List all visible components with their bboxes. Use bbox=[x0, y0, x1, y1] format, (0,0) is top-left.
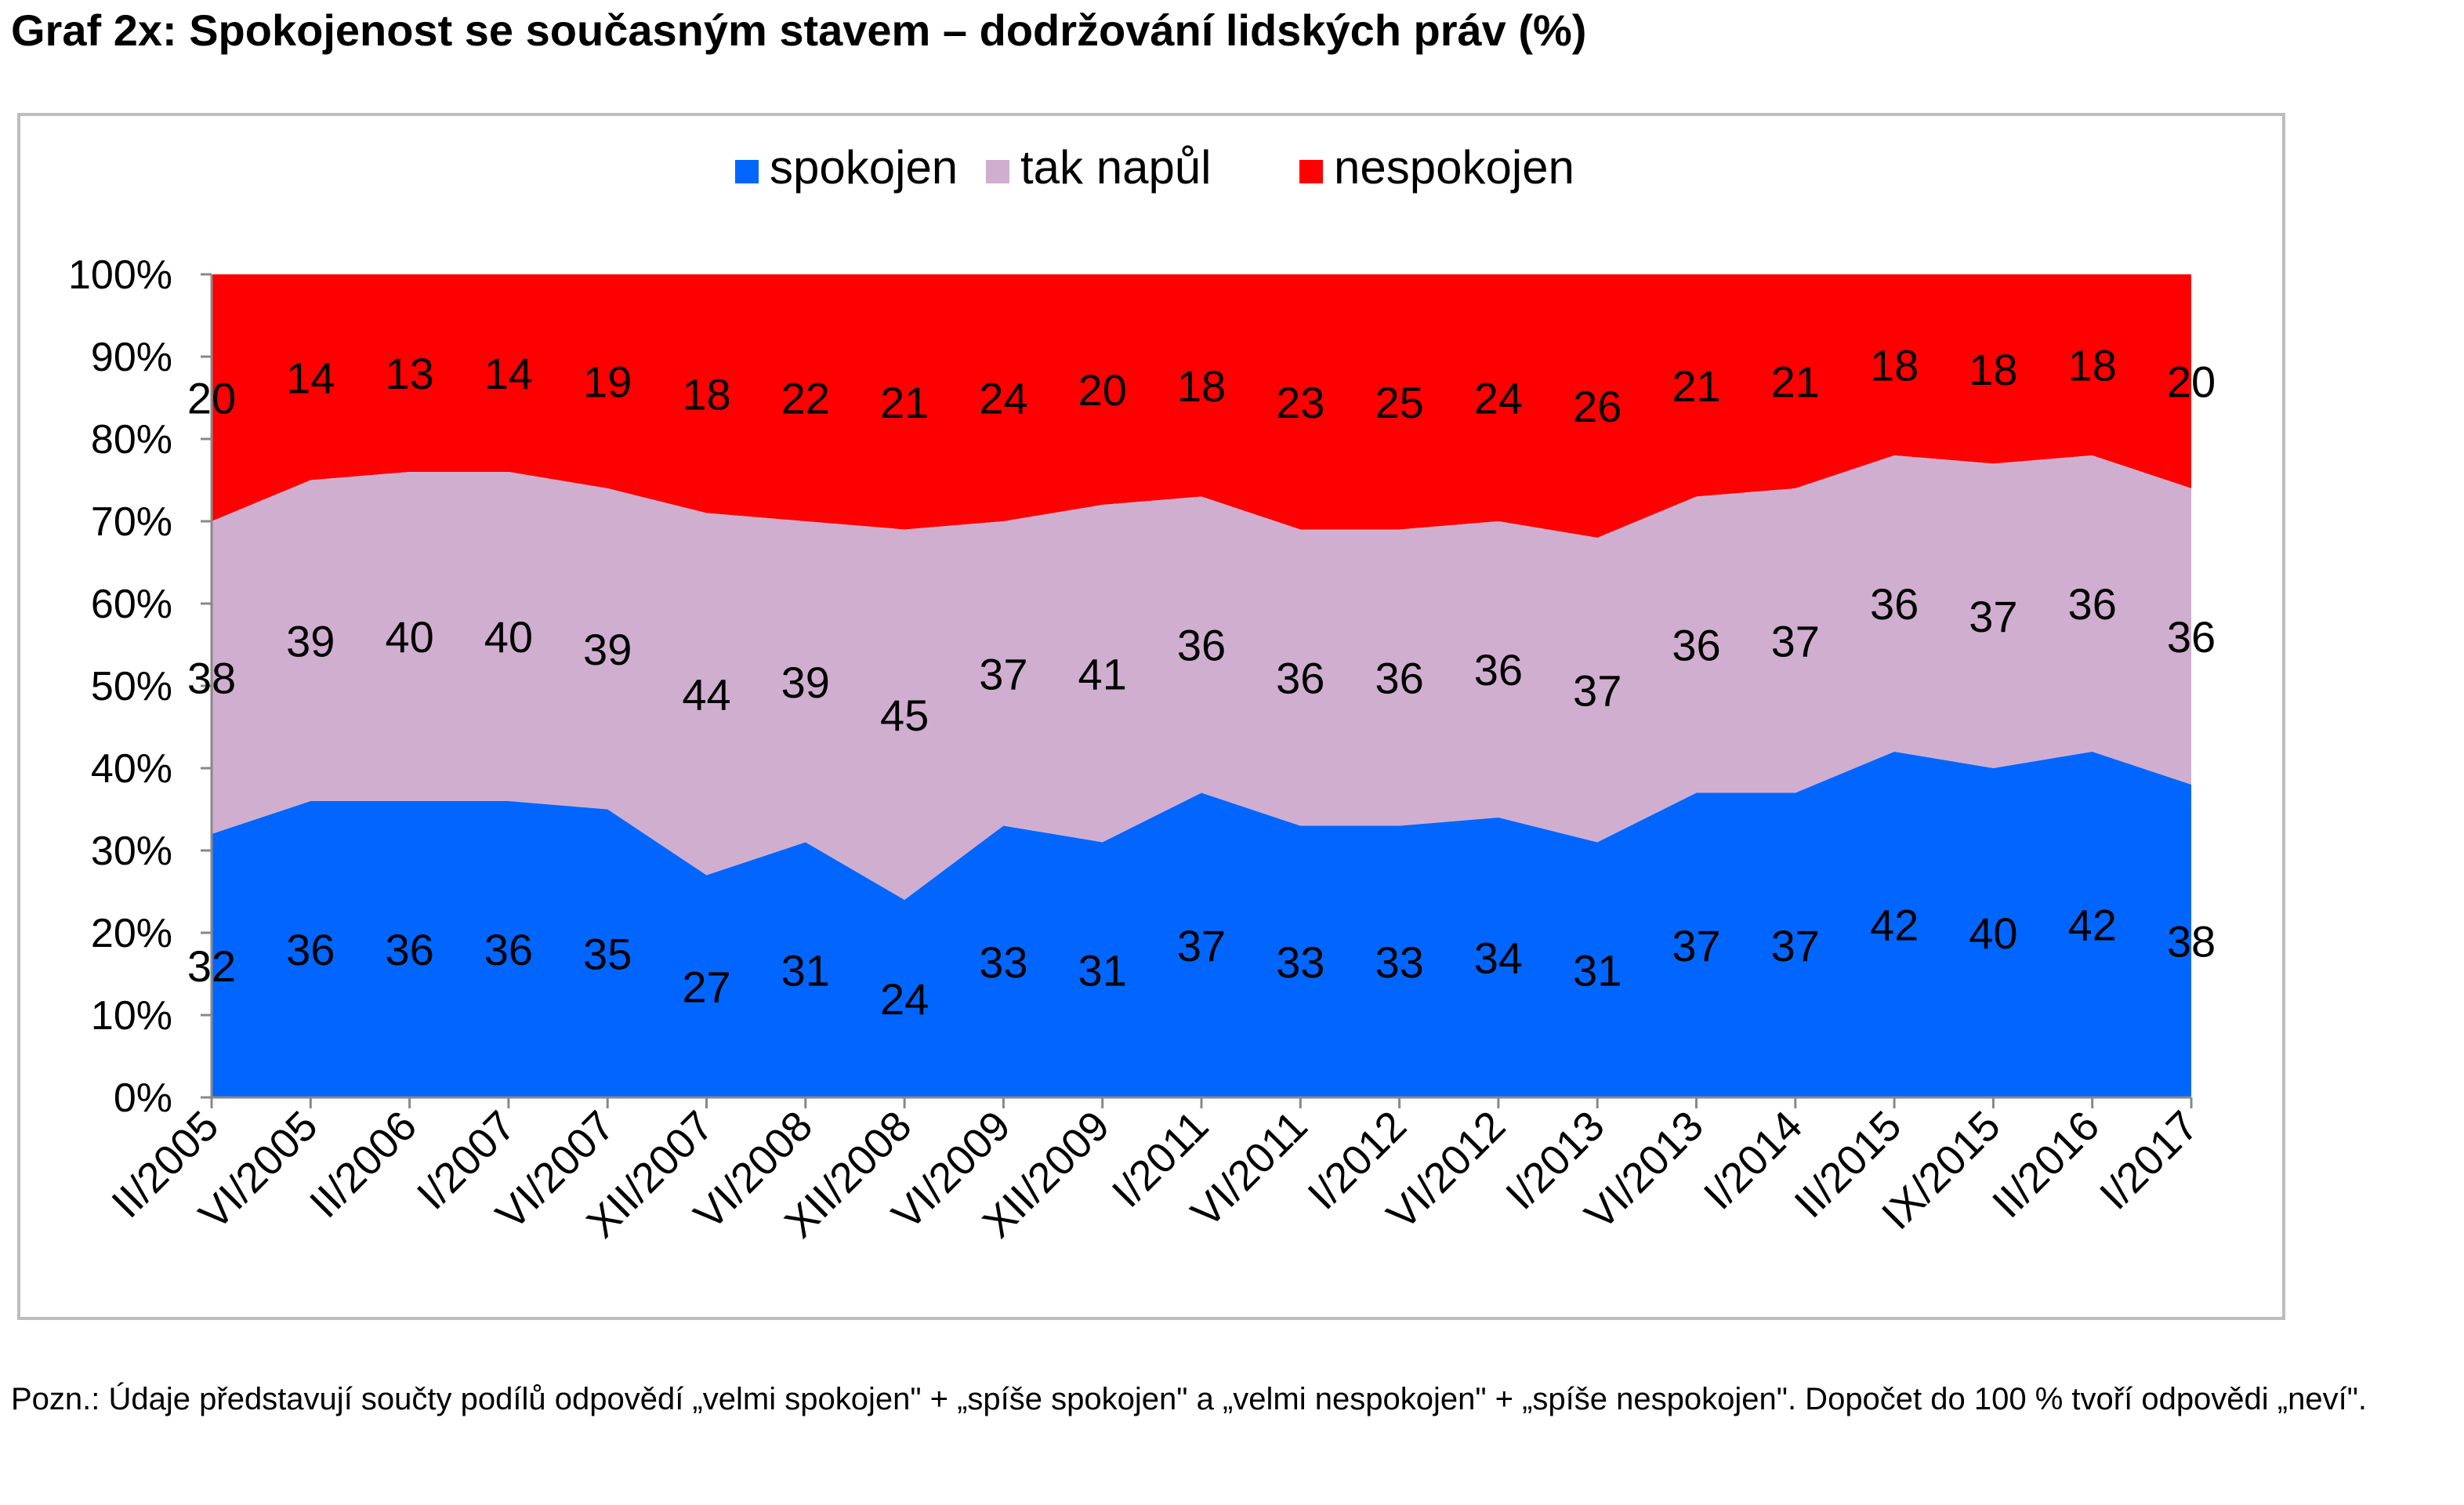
x-axis-tick-labels: II/2005VI/2005II/2006I/2007VI/2007XII/20… bbox=[103, 1102, 2207, 1247]
data-label-nespokojen: 21 bbox=[1771, 357, 1820, 407]
data-label-tak-napul: 36 bbox=[1672, 621, 1720, 670]
data-label-tak-napul: 41 bbox=[1078, 649, 1127, 698]
data-label-tak-napul: 38 bbox=[187, 654, 236, 703]
data-label-tak-napul: 36 bbox=[1474, 645, 1523, 694]
data-label-nespokojen: 18 bbox=[1969, 345, 2017, 394]
data-label-spokojen: 24 bbox=[880, 974, 929, 1024]
area-series-tak-napul bbox=[212, 455, 2191, 900]
data-label-tak-napul: 36 bbox=[1276, 654, 1324, 703]
data-label-nespokojen: 20 bbox=[187, 374, 236, 423]
y-tick-label: 70% bbox=[91, 499, 172, 545]
y-tick-label: 100% bbox=[68, 252, 172, 298]
y-tick-label: 30% bbox=[91, 829, 172, 874]
data-label-tak-napul: 36 bbox=[2167, 612, 2216, 662]
data-label-spokojen: 32 bbox=[187, 941, 236, 991]
data-label-spokojen: 36 bbox=[286, 925, 335, 974]
data-label-spokojen: 34 bbox=[1474, 934, 1523, 983]
data-label-tak-napul: 44 bbox=[682, 670, 730, 720]
data-label-tak-napul: 37 bbox=[979, 649, 1027, 698]
y-tick-label: 20% bbox=[91, 911, 172, 956]
data-label-spokojen: 33 bbox=[1276, 937, 1324, 987]
data-label-nespokojen: 13 bbox=[385, 349, 433, 398]
data-label-tak-napul: 40 bbox=[484, 612, 533, 662]
legend-swatch bbox=[986, 160, 1009, 183]
data-label-tak-napul: 37 bbox=[1771, 616, 1820, 665]
y-tick-label: 0% bbox=[114, 1075, 172, 1121]
area-series-spokojen bbox=[212, 752, 2191, 1097]
data-label-nespokojen: 21 bbox=[1672, 361, 1720, 411]
data-label-nespokojen: 20 bbox=[1078, 365, 1127, 415]
data-label-nespokojen: 14 bbox=[286, 353, 335, 402]
data-label-tak-napul: 36 bbox=[2068, 579, 2117, 629]
legend-swatch bbox=[735, 160, 759, 183]
data-label-tak-napul: 40 bbox=[385, 612, 433, 662]
y-axis-tick-labels: 0% 10% 20% 30% 40% 50% 60% 70% 80% 90% 100% bbox=[68, 252, 172, 1121]
data-label-tak-napul: 45 bbox=[880, 691, 929, 740]
data-label-nespokojen: 24 bbox=[1474, 374, 1523, 423]
data-label-nespokojen: 18 bbox=[2068, 341, 2117, 390]
data-label-tak-napul: 39 bbox=[583, 625, 632, 674]
x-tick-label: II/2006 bbox=[301, 1102, 426, 1227]
data-label-spokojen: 27 bbox=[682, 962, 730, 1011]
data-label-spokojen: 37 bbox=[1672, 921, 1720, 970]
data-label-tak-napul: 36 bbox=[1870, 579, 1919, 629]
data-label-tak-napul: 36 bbox=[1375, 654, 1423, 703]
data-label-nespokojen: 18 bbox=[682, 369, 730, 419]
data-label-nespokojen: 18 bbox=[1177, 361, 1226, 411]
data-label-nespokojen: 23 bbox=[1276, 378, 1324, 427]
data-label-spokojen: 38 bbox=[2167, 917, 2216, 966]
y-tick-label: 50% bbox=[91, 664, 172, 709]
data-label-spokojen: 37 bbox=[1771, 921, 1820, 970]
data-label-tak-napul: 36 bbox=[1177, 621, 1226, 670]
footnote: Pozn.: Údaje představují součty podílů o… bbox=[11, 1382, 2368, 1416]
data-label-nespokojen: 25 bbox=[1375, 378, 1423, 427]
data-label-nespokojen: 14 bbox=[484, 349, 533, 398]
data-label-spokojen: 36 bbox=[385, 925, 433, 974]
x-tick-label: I/2017 bbox=[2091, 1102, 2208, 1219]
data-label-nespokojen: 21 bbox=[880, 378, 929, 427]
data-label-spokojen: 42 bbox=[2068, 901, 2117, 950]
data-label-spokojen: 31 bbox=[1078, 945, 1127, 995]
area-series-nespokojen bbox=[212, 274, 2191, 538]
y-tick-label: 90% bbox=[91, 335, 172, 380]
data-label-tak-napul: 39 bbox=[781, 658, 830, 707]
data-label-tak-napul: 39 bbox=[286, 616, 335, 665]
data-label-spokojen: 40 bbox=[1969, 908, 2017, 958]
data-label-nespokojen: 20 bbox=[2167, 357, 2216, 407]
legend-swatch bbox=[1299, 160, 1323, 183]
data-label-nespokojen: 26 bbox=[1573, 382, 1622, 431]
legend-label: spokojen bbox=[770, 141, 958, 194]
data-label-tak-napul: 37 bbox=[1969, 592, 2017, 641]
data-label-nespokojen: 19 bbox=[583, 357, 632, 407]
data-label-nespokojen: 24 bbox=[979, 374, 1027, 423]
y-tick-label: 40% bbox=[91, 746, 172, 792]
data-label-nespokojen: 18 bbox=[1870, 341, 1919, 390]
chart-axes bbox=[201, 273, 2193, 1108]
data-label-spokojen: 36 bbox=[484, 925, 533, 974]
data-label-spokojen: 35 bbox=[583, 929, 632, 978]
legend-label: nespokojen bbox=[1334, 141, 1574, 194]
data-label-spokojen: 33 bbox=[979, 937, 1027, 987]
chart-areas bbox=[212, 274, 2191, 1097]
x-tick-label: II/2016 bbox=[1984, 1102, 2108, 1227]
chart-title: Graf 2x: Spokojenost se současným stavem… bbox=[11, 5, 1587, 55]
data-labels: 32 36 36 36 35 27 31 24 33 31 37 33 33 34 31 37 37 42 40 42… bbox=[187, 341, 2216, 1024]
y-tick-label: 10% bbox=[91, 993, 172, 1039]
data-label-spokojen: 42 bbox=[1870, 901, 1919, 950]
data-label-tak-napul: 37 bbox=[1573, 665, 1622, 715]
y-tick-label: 60% bbox=[91, 582, 172, 627]
chart-legend: spokojen tak napůl nespokojen bbox=[735, 141, 1574, 194]
data-label-spokojen: 31 bbox=[781, 945, 830, 995]
data-label-spokojen: 33 bbox=[1375, 937, 1423, 987]
data-label-spokojen: 37 bbox=[1177, 921, 1226, 970]
data-label-spokojen: 31 bbox=[1573, 945, 1622, 995]
legend-label: tak napůl bbox=[1020, 141, 1212, 194]
data-label-nespokojen: 22 bbox=[781, 374, 830, 423]
y-tick-label: 80% bbox=[91, 417, 172, 462]
